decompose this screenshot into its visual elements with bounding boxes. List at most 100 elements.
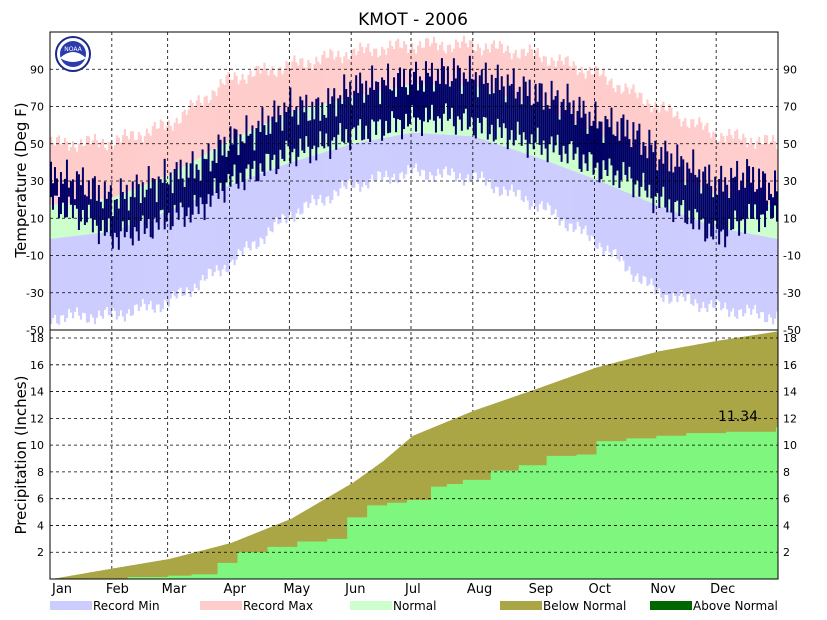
precip-tick-label-left: 12 <box>30 412 44 425</box>
record-max-bar <box>259 73 262 127</box>
record-min-bar <box>99 232 103 316</box>
record-min-bar <box>175 207 178 299</box>
record-max-bar <box>349 59 352 98</box>
record-min-bar <box>351 143 354 188</box>
noaa-logo: NOAA <box>55 36 91 72</box>
record-min-bar <box>69 236 73 313</box>
record-max-bar <box>470 40 474 86</box>
record-max-bar <box>466 47 470 86</box>
record-max-bar <box>482 50 486 90</box>
month-tick-label: Feb <box>106 582 129 597</box>
record-min-bar <box>131 223 134 316</box>
record-max-bar <box>141 142 144 186</box>
observed-temp-bar <box>359 72 362 120</box>
record-max-bar <box>460 41 464 86</box>
normal-bar <box>776 205 779 239</box>
observed-temp-bar <box>203 158 206 221</box>
record-min-bar <box>712 226 715 308</box>
record-max-bar <box>518 58 521 102</box>
legend-label: Below Normal <box>543 599 626 613</box>
observed-temp-bar <box>217 134 220 199</box>
record-max-bar <box>730 134 733 199</box>
observed-temp-bar <box>494 77 497 140</box>
observed-temp-bar <box>51 183 54 210</box>
observed-temp-bar <box>185 162 188 217</box>
normal-bar <box>55 204 59 239</box>
record-max-bar <box>73 147 77 203</box>
record-max-bar <box>393 49 396 89</box>
record-min-bar <box>217 189 220 271</box>
record-min-bar <box>420 133 424 170</box>
record-min-bar <box>377 138 380 172</box>
observed-temp-bar <box>235 129 238 184</box>
observed-temp-bar <box>478 75 481 123</box>
record-min-bar <box>203 195 206 281</box>
record-max-bar <box>407 53 410 86</box>
record-max-bar <box>223 84 226 144</box>
observed-temp-bar <box>259 131 262 164</box>
precip-tick-label-left: 10 <box>30 439 44 452</box>
observed-temp-bar <box>702 171 705 219</box>
record-max-bar <box>432 36 436 85</box>
record-min-bar <box>436 134 440 169</box>
record-max-bar <box>458 47 462 86</box>
month-tick-label: Oct <box>589 582 611 597</box>
legend-swatch <box>650 601 692 610</box>
record-max-bar <box>612 88 615 144</box>
observed-temp-bar <box>592 120 595 175</box>
record-min-bar <box>508 148 511 191</box>
record-min-bar <box>450 134 454 169</box>
record-max-bar <box>592 74 595 132</box>
observed-temp-bar <box>387 63 390 134</box>
observed-temp-bar <box>546 105 549 163</box>
record-min-bar <box>83 234 87 314</box>
record-max-bar <box>606 84 609 140</box>
observed-temp-bar <box>395 96 398 133</box>
record-min-bar <box>524 153 527 197</box>
record-max-bar <box>213 91 216 150</box>
normal-bar <box>444 85 448 135</box>
record-max-bar <box>640 93 643 161</box>
observed-temp-bar <box>644 145 647 191</box>
record-min-bar <box>315 154 318 206</box>
record-max-bar <box>227 72 230 142</box>
record-min-bar <box>724 229 727 303</box>
normal-bar <box>57 204 61 238</box>
record-max-bar <box>562 64 565 119</box>
record-max-bar <box>187 109 190 164</box>
record-max-bar <box>339 57 342 101</box>
record-min-bar <box>319 153 322 195</box>
record-min-bar <box>674 211 677 296</box>
temp-tick-label-right: 70 <box>783 101 797 114</box>
observed-temp-bar <box>452 58 455 127</box>
record-max-bar <box>267 75 270 123</box>
record-min-bar <box>536 157 539 212</box>
observed-temp-bar <box>279 115 282 150</box>
record-min-bar <box>746 233 749 305</box>
observed-temp-bar <box>77 174 80 230</box>
record-max-bar <box>247 75 250 132</box>
observed-temp-bar <box>496 64 499 119</box>
record-max-bar <box>520 49 523 102</box>
record-max-bar <box>93 133 97 200</box>
observed-temp-bar <box>714 176 717 221</box>
record-max-bar <box>299 58 302 110</box>
legend-swatch <box>50 601 92 610</box>
record-min-bar <box>253 175 256 241</box>
observed-temp-bar <box>345 89 348 130</box>
record-max-bar <box>367 43 370 94</box>
record-max-bar <box>171 130 174 174</box>
record-max-bar <box>207 103 210 153</box>
record-max-bar <box>357 51 360 96</box>
observed-temp-bar <box>540 83 543 155</box>
record-min-bar <box>95 233 99 318</box>
observed-temp-bar <box>143 197 146 234</box>
record-max-bar <box>660 104 663 172</box>
observed-temp-bar <box>670 153 673 213</box>
observed-cumulative-area <box>50 427 778 579</box>
record-max-bar <box>624 83 627 151</box>
observed-temp-bar <box>199 181 202 198</box>
record-max-bar <box>193 107 196 161</box>
record-max-bar <box>494 48 497 94</box>
observed-temp-bar <box>89 199 92 219</box>
